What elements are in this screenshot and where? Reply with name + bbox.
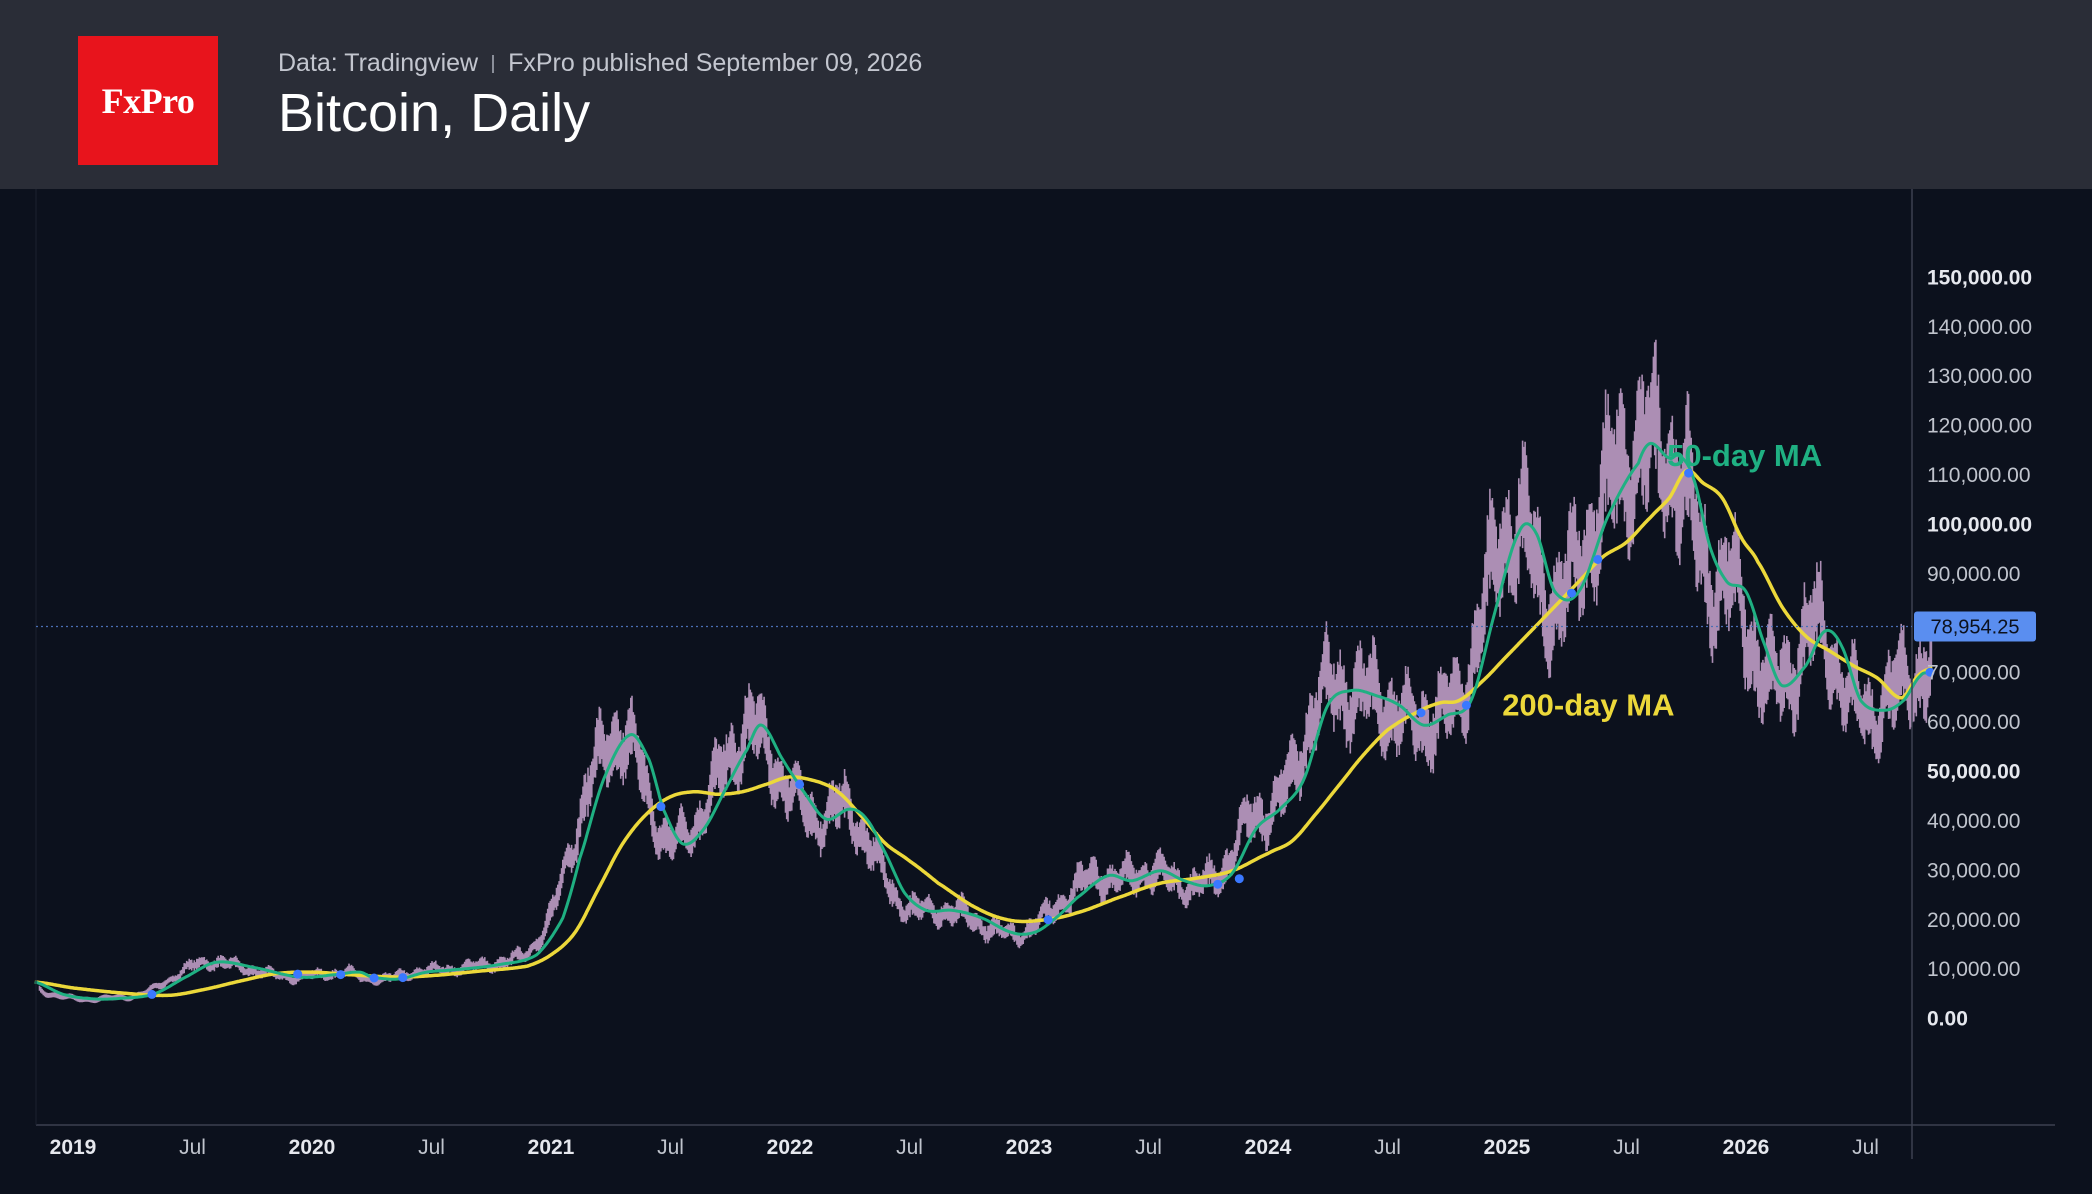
meta-separator <box>492 54 495 73</box>
cross-marker <box>1234 874 1244 884</box>
y-tick-label: 90,000.00 <box>1927 563 2020 586</box>
cross-marker <box>1567 588 1576 598</box>
y-tick-label: 150,000.00 <box>1927 266 2032 289</box>
cross-marker <box>1925 667 1935 677</box>
y-tick-label: 130,000.00 <box>1927 365 2032 388</box>
y-tick-label: 30,000.00 <box>1927 859 2020 882</box>
cross-marker <box>1461 700 1471 710</box>
candle-wicks <box>38 339 1933 1004</box>
cross-marker <box>1684 468 1694 478</box>
y-tick-label: 70,000.00 <box>1927 662 2020 685</box>
x-tick-label: 2023 <box>1006 1136 1053 1159</box>
y-tick-label: 120,000.00 <box>1927 415 2032 438</box>
price-candles <box>38 339 1933 1004</box>
x-tick-label: Jul <box>1135 1136 1162 1159</box>
x-tick-label: 2025 <box>1484 1136 1531 1159</box>
series-labels: 50-day MA 200-day MA <box>1502 438 1822 723</box>
cross-markers <box>147 468 1935 999</box>
x-tick-label: 2021 <box>528 1136 575 1159</box>
y-tick-label: 50,000.00 <box>1927 761 2020 784</box>
x-tick-label: 2020 <box>289 1136 336 1159</box>
y-tick-label: 10,000.00 <box>1927 958 2020 981</box>
x-tick-label: 2024 <box>1245 1136 1292 1159</box>
y-tick-label: 100,000.00 <box>1927 514 2032 537</box>
y-tick-label: 40,000.00 <box>1927 810 2020 833</box>
y-tick-label: 60,000.00 <box>1927 711 2020 734</box>
x-tick-label: Jul <box>896 1136 923 1159</box>
cross-marker <box>1043 915 1053 925</box>
x-tick-label: Jul <box>418 1136 445 1159</box>
chart-meta: Data: Tradingview FxPro published Septem… <box>278 49 922 78</box>
x-tick-label: Jul <box>1613 1136 1640 1159</box>
cross-marker <box>1213 879 1223 889</box>
fxpro-logo: FxPro <box>78 36 218 165</box>
cross-marker <box>369 973 379 983</box>
ma200-label: 200-day MA <box>1502 687 1674 722</box>
x-tick-label: 2022 <box>767 1136 814 1159</box>
last-price-badge <box>1914 611 2036 642</box>
chart-axes: 0.00 10,000.00 20,000.00 30,000.00 40,000.00… <box>35 189 2055 1159</box>
ma200-line <box>34 468 1933 998</box>
cross-marker <box>1593 555 1603 564</box>
cross-marker <box>656 802 666 812</box>
x-tick-label: Jul <box>1374 1136 1401 1159</box>
cross-marker <box>147 989 157 999</box>
y-tick-label: 140,000.00 <box>1927 316 2032 339</box>
publish-date: FxPro published September 09, 2026 <box>508 49 923 77</box>
x-tick-label: Jul <box>1852 1136 1879 1159</box>
moving-averages <box>34 441 1933 1001</box>
y-tick-label: 20,000.00 <box>1927 909 2020 932</box>
cross-marker <box>398 973 408 983</box>
price-chart[interactable]: 0.00 10,000.00 20,000.00 30,000.00 40,000.00… <box>0 189 2092 1194</box>
y-tick-label: 110,000.00 <box>1927 464 2031 487</box>
cross-marker <box>293 969 303 979</box>
data-source: Data: Tradingview <box>278 49 479 77</box>
cross-marker <box>795 779 805 789</box>
last-price-label: 78,954.25 <box>1931 617 2020 639</box>
x-tick-label: 2026 <box>1723 1136 1770 1159</box>
header: FxPro Data: Tradingview FxPro published … <box>0 0 2092 189</box>
cross-marker <box>1416 708 1426 718</box>
cross-marker <box>336 970 346 980</box>
y-tick-label: 0.00 <box>1927 1008 1968 1031</box>
logo-text: FxPro <box>101 80 195 121</box>
ma50-line <box>34 441 1931 1001</box>
ma50-label: 50-day MA <box>1667 438 1822 473</box>
x-tick-label: Jul <box>657 1136 684 1159</box>
x-tick-label: 2019 <box>50 1136 97 1159</box>
x-tick-label: Jul <box>179 1136 206 1159</box>
chart-title: Bitcoin, Daily <box>278 83 591 143</box>
